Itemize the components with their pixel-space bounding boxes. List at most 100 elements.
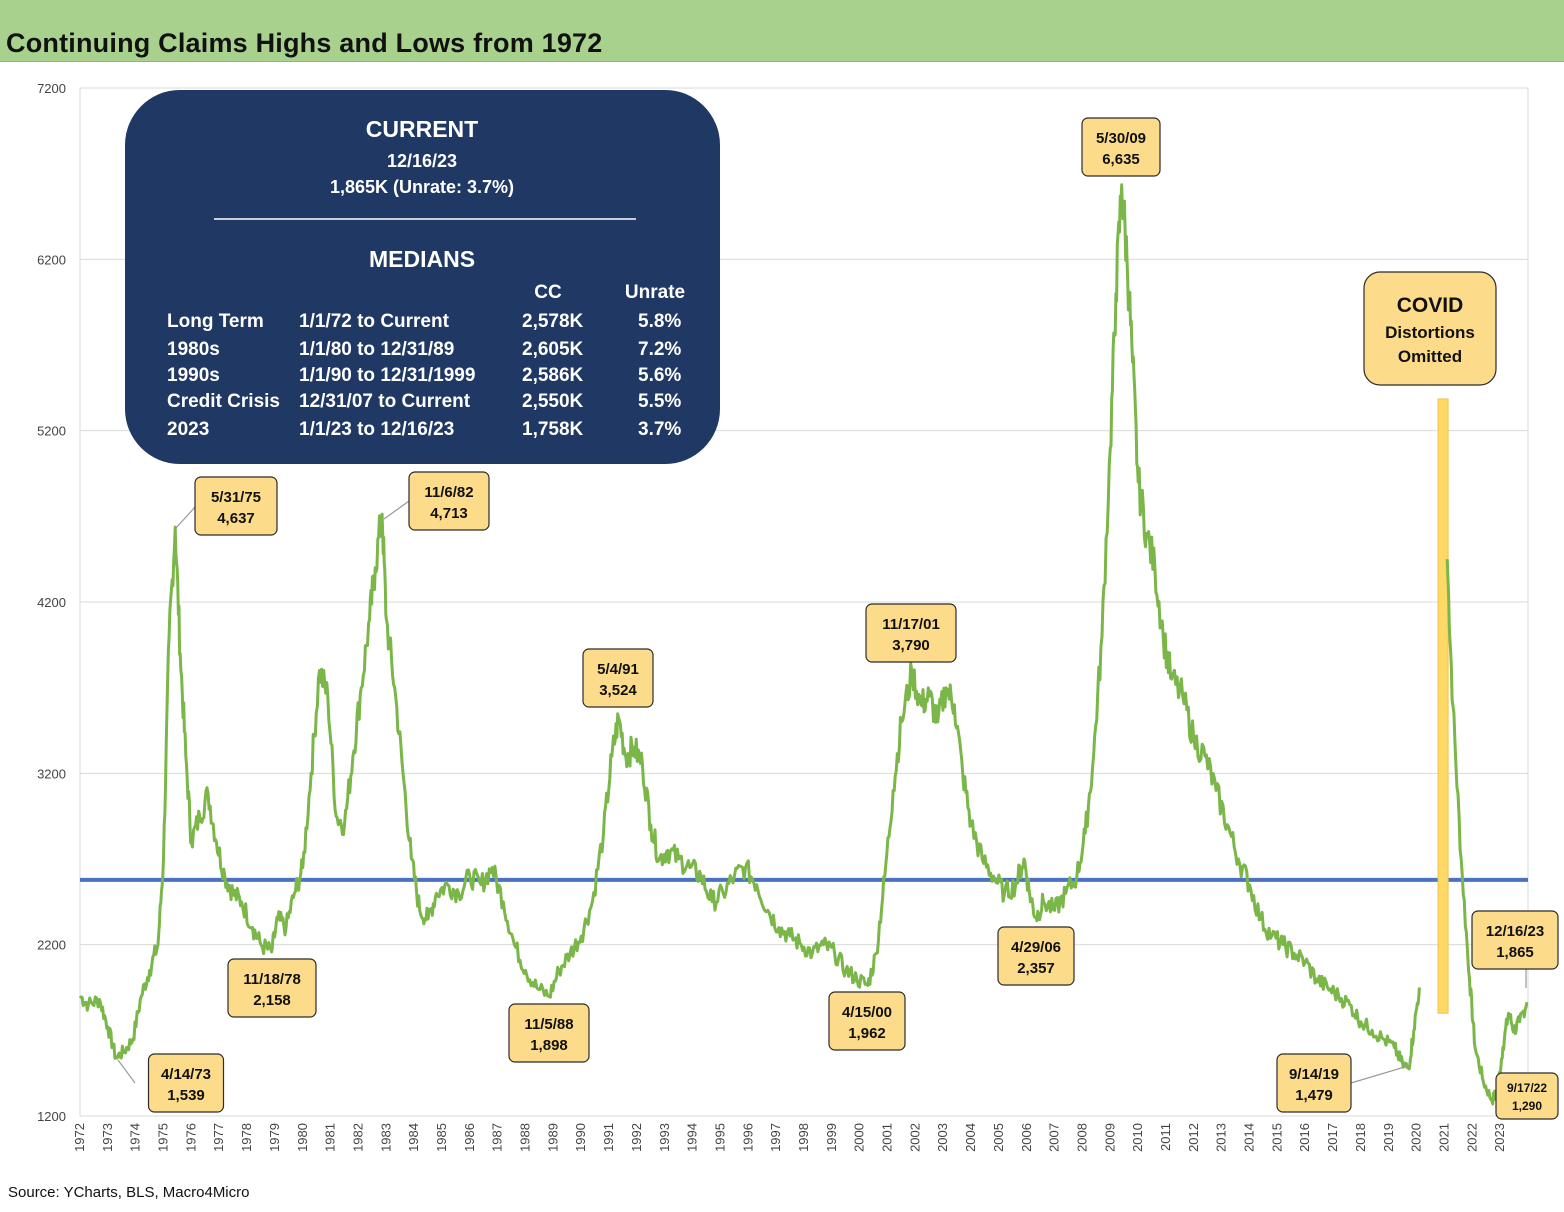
info-row-unrate: 5.8% xyxy=(638,311,681,332)
x-tick-label: 1994 xyxy=(685,1123,700,1152)
info-row-unrate: 5.5% xyxy=(638,391,681,412)
callout: 9/14/19 1,479 xyxy=(1276,1053,1352,1113)
x-tick-label: 1982 xyxy=(350,1123,365,1152)
callout-date: 11/5/88 xyxy=(524,1016,573,1033)
callout-date: 5/31/75 xyxy=(211,489,261,506)
callout: 11/17/01 3,790 xyxy=(865,603,957,663)
y-tick-label: 3200 xyxy=(37,766,66,781)
callout: 11/6/82 4,713 xyxy=(408,471,490,531)
callout-leader xyxy=(383,500,410,520)
info-current-heading: CURRENT xyxy=(366,116,478,142)
y-tick-label: 6200 xyxy=(37,252,66,267)
callout-leader xyxy=(175,505,197,529)
info-row-period: 12/31/07 to Current xyxy=(299,391,471,412)
x-tick-label: 2019 xyxy=(1381,1123,1396,1152)
callout-box xyxy=(1081,117,1161,177)
x-tick-label: 2014 xyxy=(1242,1123,1257,1152)
info-row-unrate: 5.6% xyxy=(638,365,681,386)
callout-value: 1,479 xyxy=(1295,1087,1333,1104)
callout-value: 4,637 xyxy=(217,510,255,527)
callout-value: 1,290 xyxy=(1512,1099,1542,1113)
callout-box xyxy=(1276,1053,1352,1113)
info-row-cc: 2,550K xyxy=(522,391,584,412)
x-tick-label: 1977 xyxy=(211,1123,226,1152)
callout-value: 3,524 xyxy=(599,682,637,699)
series-line-post-covid xyxy=(1445,559,1529,1106)
x-tick-label: 1978 xyxy=(239,1123,254,1152)
y-tick-label: 2200 xyxy=(37,938,66,953)
callout-date: 4/15/00 xyxy=(842,1004,892,1021)
x-tick-label: 2010 xyxy=(1130,1123,1145,1152)
callout-date: 4/29/06 xyxy=(1011,939,1061,956)
x-tick-label: 1995 xyxy=(712,1123,727,1152)
callout-value: 1,865 xyxy=(1496,944,1534,961)
x-tick-label: 2015 xyxy=(1269,1123,1284,1152)
info-row-cc: 2,605K xyxy=(522,339,584,360)
callout-leader xyxy=(1350,1065,1409,1084)
source-note: Source: YCharts, BLS, Macro4Micro xyxy=(8,1184,250,1201)
x-tick-label: 2004 xyxy=(963,1123,978,1152)
x-tick-label: 1975 xyxy=(156,1123,171,1152)
info-row-cc: 2,578K xyxy=(522,311,584,332)
info-row-label: 1990s xyxy=(167,365,220,386)
x-tick-label: 1972 xyxy=(72,1123,87,1152)
x-tick-label: 2013 xyxy=(1214,1123,1229,1152)
callout-date: 9/17/22 xyxy=(1507,1081,1547,1095)
x-tick-label: 1992 xyxy=(629,1123,644,1152)
series-group xyxy=(78,183,1529,1106)
callout: 11/18/78 2,158 xyxy=(227,958,317,1018)
x-tick-label: 2000 xyxy=(852,1123,867,1152)
x-tick-label: 2007 xyxy=(1047,1123,1062,1152)
covid-note: COVID Distortions Omitted xyxy=(1363,271,1497,386)
x-tick-label: 1991 xyxy=(601,1123,616,1152)
x-tick-label: 1974 xyxy=(128,1123,143,1152)
callout-box xyxy=(508,1003,590,1063)
series-line-pre-covid xyxy=(78,183,1421,1071)
x-tick-label: 1981 xyxy=(323,1123,338,1152)
covid-note-line1: COVID xyxy=(1397,294,1464,317)
x-tick-label: 2005 xyxy=(991,1123,1006,1152)
x-tick-label: 2018 xyxy=(1353,1123,1368,1152)
y-tick-label: 7200 xyxy=(37,81,66,96)
x-tick-label: 2006 xyxy=(1019,1123,1034,1152)
callout-date: 4/14/73 xyxy=(161,1066,211,1083)
callout: 12/16/23 1,865 xyxy=(1471,910,1559,970)
y-tick-label: 5200 xyxy=(37,424,66,439)
callout: 5/4/91 3,524 xyxy=(582,648,654,708)
info-col-cc: CC xyxy=(534,282,562,303)
callout-date: 5/4/91 xyxy=(597,661,639,678)
covid-bar-group xyxy=(1437,398,1449,1014)
x-tick-label: 1976 xyxy=(183,1123,198,1152)
covid-note-line2: Distortions xyxy=(1385,323,1475,342)
callout: 5/30/09 6,635 xyxy=(1081,117,1161,177)
x-tick-label: 2017 xyxy=(1325,1123,1340,1152)
info-row-period: 1/1/90 to 12/31/1999 xyxy=(299,365,475,386)
callout-box xyxy=(582,648,654,708)
x-tick-label: 2016 xyxy=(1297,1123,1312,1152)
chart-title: Continuing Claims Highs and Lows from 19… xyxy=(6,28,603,58)
x-tick-label: 1997 xyxy=(768,1123,783,1152)
x-tick-label: 1985 xyxy=(434,1123,449,1152)
info-row-unrate: 3.7% xyxy=(638,419,681,440)
x-tick-label: 2021 xyxy=(1436,1123,1451,1152)
x-tick-label: 2020 xyxy=(1409,1123,1424,1152)
callout-box xyxy=(997,926,1075,986)
x-tick-label: 2003 xyxy=(935,1123,950,1152)
callout-value: 2,158 xyxy=(253,992,291,1009)
info-row-label: 2023 xyxy=(167,419,209,440)
info-row-period: 1/1/80 to 12/31/89 xyxy=(299,339,454,360)
callout-date: 12/16/23 xyxy=(1486,923,1544,940)
callout-leader xyxy=(117,1059,136,1084)
callout-value: 2,357 xyxy=(1017,960,1055,977)
x-tick-label: 2011 xyxy=(1158,1123,1173,1151)
x-tick-label: 2002 xyxy=(907,1123,922,1152)
callout-value: 1,962 xyxy=(848,1025,886,1042)
info-row-period: 1/1/72 to Current xyxy=(299,311,450,332)
info-row-cc: 1,758K xyxy=(522,419,584,440)
callout: 4/15/00 1,962 xyxy=(828,991,906,1051)
callout-box xyxy=(194,476,278,536)
callout: 9/17/22 1,290 xyxy=(1495,1072,1559,1120)
info-row-label: Long Term xyxy=(167,311,264,332)
callout-box xyxy=(227,958,317,1018)
